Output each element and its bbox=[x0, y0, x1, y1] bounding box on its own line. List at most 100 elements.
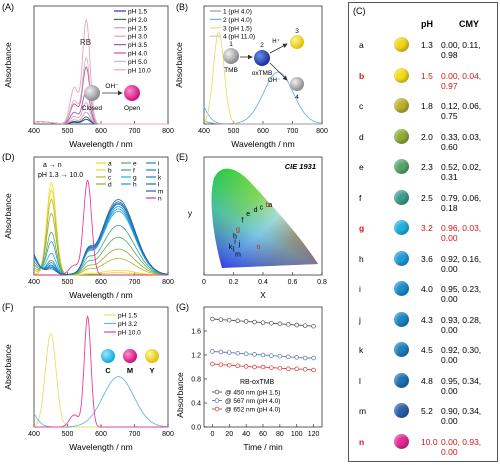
row-ph: 5.2 bbox=[421, 406, 433, 416]
panel-g-point bbox=[302, 367, 308, 372]
row-ph: 2.3 bbox=[421, 162, 433, 172]
panel-d-xtick-label: 600 bbox=[95, 279, 107, 286]
panel-a-legend-label: pH 4.0 bbox=[128, 51, 148, 58]
panel-a-ylabel: Absorbance bbox=[3, 42, 13, 88]
row-ph: 2.0 bbox=[421, 131, 433, 142]
panel-f-curve-1 bbox=[33, 332, 168, 428]
row-letter: a bbox=[359, 40, 364, 50]
panel-e-title: CIE 1931 bbox=[285, 162, 316, 171]
row-letter: k bbox=[359, 345, 364, 355]
panel-a-xtick-label: 700 bbox=[129, 128, 141, 135]
panel-a-open: Open bbox=[124, 105, 140, 112]
table-row: f 2.5 0.79, 0.06, 0.18 bbox=[349, 188, 499, 213]
panel-g-point bbox=[311, 355, 316, 361]
panel-a-legend-label: pH 3.5 bbox=[128, 42, 148, 49]
yellow-sphere bbox=[145, 349, 159, 363]
panel-e-xtick-label: 0.8 bbox=[317, 279, 327, 286]
panel-d-curve bbox=[33, 212, 169, 276]
table-row: l 4.8 0.95, 0.34, 0.00 bbox=[349, 371, 499, 396]
panel-d-legend-label: j bbox=[157, 168, 159, 175]
row-cmy: 0.00, 0.93, 0.00 bbox=[441, 436, 482, 457]
panel-d-xtick-label: 400 bbox=[28, 279, 40, 286]
panel-g-point bbox=[243, 319, 249, 324]
panel-a-legend-label: pH 1.5 bbox=[128, 9, 148, 16]
panel-f-xtick-label: 600 bbox=[95, 431, 107, 438]
row-letter: h bbox=[359, 253, 364, 264]
panel-d-curve bbox=[33, 231, 169, 276]
panel-d-label: (D) bbox=[2, 152, 15, 162]
row-cmy: 0.79, 0.06, 0.18 bbox=[441, 192, 482, 213]
panel-b-arrow-3 bbox=[269, 62, 288, 81]
header-ph: pH bbox=[421, 19, 433, 29]
panel-g-legend-label: @ 652 nm (pH 4.0) bbox=[225, 407, 280, 414]
panel-g: (G) Absorbance Time / min 0 20 40 60 80 100 12… bbox=[175, 302, 323, 452]
panel-d-legend-label: d bbox=[108, 182, 112, 189]
color-swatch-icon bbox=[394, 128, 409, 144]
panel-d-curves bbox=[33, 179, 169, 276]
panel-a-xtick-label: 800 bbox=[162, 128, 174, 135]
panel-d-arrow-text: a → n bbox=[43, 162, 62, 169]
panel-f-xtick-label: 800 bbox=[162, 431, 174, 438]
panel-e-xtick-label: 0.6 bbox=[288, 279, 298, 286]
panel-d-xtick-label: 700 bbox=[129, 279, 141, 286]
panel-g-point bbox=[294, 322, 299, 328]
panel-a-closed: Closed bbox=[82, 105, 103, 112]
panel-e-xtick-label: 0.2 bbox=[229, 279, 239, 286]
panel-f-c: C bbox=[105, 366, 111, 375]
panel-b-xtick-label: 400 bbox=[198, 128, 210, 135]
panel-g-point bbox=[243, 364, 249, 369]
panel-d-legend-label: e bbox=[133, 161, 137, 168]
panel-g-point bbox=[235, 363, 240, 369]
panel-d-curve bbox=[34, 182, 168, 276]
row-ph: 3.2 bbox=[421, 223, 433, 233]
panel-f-legend-label: pH 1.5 bbox=[118, 313, 138, 320]
panel-g-xtick-label: 20 bbox=[225, 431, 233, 438]
panel-g-ytick-label: 1.2 bbox=[191, 353, 201, 360]
panel-g-point bbox=[302, 355, 308, 361]
panel-b-legend-label: 1 (pH 4.0) bbox=[223, 9, 252, 16]
panel-e-xtick-label: 0 bbox=[202, 279, 206, 286]
panel-g-point bbox=[210, 349, 215, 354]
panel-a-curve bbox=[33, 18, 168, 125]
panel-g-point bbox=[235, 318, 240, 324]
oxtmb-sphere bbox=[254, 50, 270, 66]
panel-b-legend-label: 2 (pH 4.0) bbox=[223, 17, 252, 24]
panel-b-xtick-label: 700 bbox=[287, 128, 299, 135]
panel-b-arrow-2 bbox=[269, 43, 288, 54]
row-letter: l bbox=[359, 375, 361, 386]
panel-g-point bbox=[227, 362, 232, 368]
panel-c-label: (C) bbox=[353, 6, 366, 16]
panel-g-point bbox=[243, 351, 249, 357]
panel-g-point bbox=[227, 317, 232, 323]
panel-d-ph-text: pH 1.3 → 10.0 bbox=[38, 172, 83, 179]
panel-g-point bbox=[277, 365, 283, 371]
panel-f-frame bbox=[33, 306, 169, 428]
panel-b-xlabel: Wavelength / nm bbox=[231, 139, 294, 149]
panel-g-point bbox=[269, 353, 274, 358]
panel-g-xtick-label: 60 bbox=[259, 431, 267, 438]
panel-b-curves bbox=[203, 31, 323, 125]
panel-f-curve-3 bbox=[34, 314, 168, 428]
panel-a-legend: pH 1.5pH 2.0pH 2.5 pH 3.0pH 3.5 pH 4.0pH 5… bbox=[114, 9, 151, 74]
row-ph: 1.8 bbox=[421, 101, 433, 111]
panel-g-point bbox=[302, 323, 308, 328]
cie-point-n: n bbox=[257, 244, 261, 251]
panel-b-curve-2 bbox=[203, 71, 323, 125]
row-cmy: 0.92, 0.30, 0.00 bbox=[441, 345, 482, 365]
panel-a-xlabel: Wavelength / nm bbox=[69, 139, 132, 149]
panel-g-legend-marker bbox=[214, 389, 220, 395]
panel-f-curve-2 bbox=[33, 376, 168, 428]
panel-g-ticks: 0 20 40 60 80 100 120 0.0 0.4 0.8 1.2 1.6 bbox=[191, 329, 319, 439]
panel-g-point bbox=[286, 322, 291, 327]
panel-g-point bbox=[252, 352, 257, 357]
cie-point-l: l bbox=[233, 246, 235, 253]
panel-d-xlabel: Wavelength / nm bbox=[69, 290, 132, 300]
panel-d-legend-label: b bbox=[108, 168, 112, 175]
color-swatch-icon bbox=[394, 98, 409, 113]
cie-point-j: j bbox=[238, 241, 241, 248]
panel-g-point bbox=[227, 350, 232, 355]
panel-a-legend-label: pH 10.0 bbox=[128, 67, 151, 74]
color-swatch-icon bbox=[394, 220, 409, 235]
panel-d-xtick-label: 800 bbox=[162, 279, 174, 286]
panel-g-xlabel: Time / min bbox=[243, 442, 283, 452]
